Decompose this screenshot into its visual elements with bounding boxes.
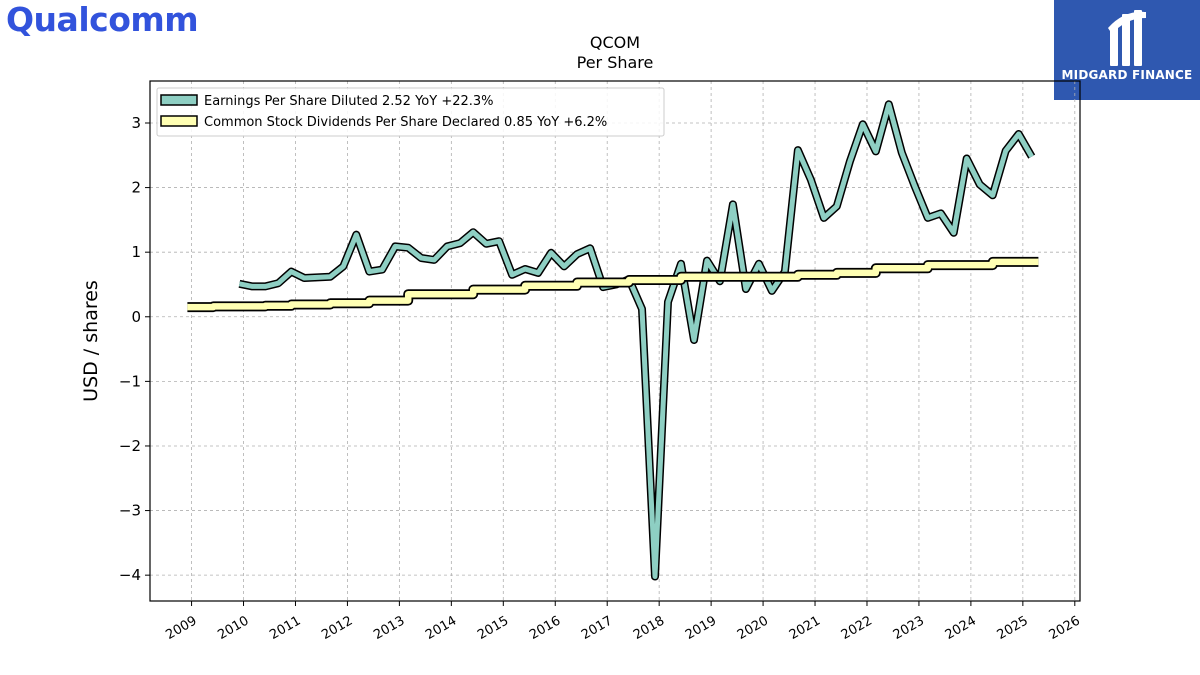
- y-axis-title: USD / shares: [80, 280, 102, 402]
- legend-label-eps: Earnings Per Share Diluted 2.52 YoY +22.…: [204, 94, 494, 109]
- legend-label-dividends: Common Stock Dividends Per Share Declare…: [204, 115, 607, 130]
- dividends-line: [187, 258, 1039, 311]
- legend: Earnings Per Share Diluted 2.52 YoY +22.…: [156, 87, 665, 137]
- y-tick-label: −1: [119, 372, 141, 390]
- y-tick-label: 0: [131, 308, 141, 326]
- x-tick-label: 2018: [631, 613, 667, 643]
- legend-swatch-dividends: [160, 115, 198, 127]
- x-tick-label: 2023: [891, 613, 927, 643]
- legend-box: [156, 87, 665, 137]
- x-tick-label: 2020: [735, 613, 771, 643]
- y-tick-label: −3: [119, 502, 141, 520]
- chart-title: QCOM: [590, 33, 640, 52]
- y-tick-label: 3: [131, 114, 141, 132]
- x-tick-label: 2017: [579, 613, 615, 643]
- x-tick-label: 2013: [371, 613, 407, 643]
- x-tick-label: 2016: [527, 613, 563, 643]
- x-tick-label: 2021: [787, 613, 823, 643]
- x-tick-label: 2022: [839, 613, 875, 643]
- x-tick-label: 2011: [267, 613, 303, 643]
- x-tick-label: 2010: [215, 613, 251, 643]
- midgard-finance-logo: MIDGARD FINANCE: [1054, 0, 1200, 100]
- y-axis: 3 2 1 0 −1 −2 −3 −4: [119, 114, 150, 584]
- grid: [150, 81, 1080, 601]
- legend-swatch-eps: [160, 94, 198, 106]
- qualcomm-logo: Qualcomm: [6, 0, 199, 39]
- x-tick-label: 2024: [943, 613, 979, 643]
- series-layer: [187, 100, 1039, 581]
- plot-frame: [149, 80, 1081, 602]
- x-tick-label: 2019: [683, 613, 719, 643]
- y-tick-label: −4: [119, 566, 141, 584]
- y-tick-label: 2: [131, 179, 141, 197]
- x-tick-label: 2012: [319, 613, 355, 643]
- midgard-brand-text: MIDGARD FINANCE: [1061, 68, 1193, 82]
- x-tick-label: 2014: [423, 613, 459, 643]
- eps-line: [238, 101, 1034, 579]
- x-tick-label: 2015: [475, 613, 511, 643]
- chart-subtitle: Per Share: [577, 53, 654, 72]
- midgard-mark-icon: [1108, 10, 1146, 66]
- x-tick-label: 2026: [1047, 613, 1083, 643]
- x-tick-label: 2025: [995, 613, 1031, 643]
- y-tick-label: −2: [119, 437, 141, 455]
- y-tick-label: 1: [131, 243, 141, 261]
- x-axis: 2009 2010 2011 2012 2013 2014 2015 2016 2017 2018…: [163, 601, 1083, 643]
- x-tick-label: 2009: [163, 613, 199, 643]
